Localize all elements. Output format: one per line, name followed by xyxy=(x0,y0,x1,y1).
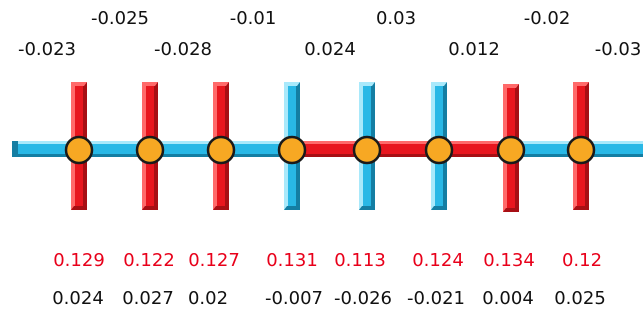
junction-node xyxy=(566,135,596,165)
spine-shadow xyxy=(292,153,368,157)
spine-band xyxy=(367,144,440,154)
top-label: -0.02 xyxy=(523,8,571,29)
spine-shadow xyxy=(581,153,643,157)
top-label: -0.028 xyxy=(153,39,213,60)
crossbar-cap-bottom xyxy=(503,208,519,212)
crossbar-cap-bottom xyxy=(359,206,375,210)
black-value-label: 0.02 xyxy=(187,288,229,309)
spine-shadow xyxy=(439,153,512,157)
red-value-label: 0.129 xyxy=(53,250,105,271)
spine-band xyxy=(292,144,368,154)
spine-band xyxy=(150,144,222,154)
black-value-label: -0.007 xyxy=(264,288,324,309)
top-label: 0.024 xyxy=(304,39,356,60)
spine-highlight xyxy=(439,141,512,145)
junction-node xyxy=(496,135,526,165)
red-value-label: 0.113 xyxy=(334,250,386,271)
top-label: -0.023 xyxy=(17,39,77,60)
black-value-label: 0.004 xyxy=(482,288,534,309)
spine-end xyxy=(12,141,18,157)
junction-node xyxy=(352,135,382,165)
spine-shadow xyxy=(12,153,80,157)
spine-band xyxy=(79,144,151,154)
crossbar-cap-bottom xyxy=(431,206,447,210)
spine-highlight xyxy=(221,141,293,145)
crossbar-cap-bottom xyxy=(213,206,229,210)
spine-highlight xyxy=(150,141,222,145)
junction-node xyxy=(64,135,94,165)
spine-highlight xyxy=(367,141,440,145)
crossbar-cap-top xyxy=(142,82,158,86)
spine-shadow xyxy=(221,153,293,157)
black-value-label: 0.025 xyxy=(554,288,606,309)
crossbar-cap-bottom xyxy=(142,206,158,210)
top-label: 0.03 xyxy=(375,8,417,29)
spine-highlight xyxy=(292,141,368,145)
crossbar-cap-top xyxy=(431,82,447,86)
junction-node xyxy=(424,135,454,165)
crossbar-cap-bottom xyxy=(573,206,589,210)
crossbar-cap-top xyxy=(71,82,87,86)
top-label: -0.025 xyxy=(90,8,150,29)
crossbar-cap-bottom xyxy=(284,206,300,210)
junction-node xyxy=(206,135,236,165)
spine-shadow xyxy=(511,153,582,157)
crossbar-cap-bottom xyxy=(71,206,87,210)
top-label: 0.012 xyxy=(448,39,500,60)
spine-shadow xyxy=(79,153,151,157)
spine-highlight xyxy=(79,141,151,145)
spine-shadow xyxy=(367,153,440,157)
crossbar-cap-top xyxy=(213,82,229,86)
spine-highlight xyxy=(12,141,80,145)
crossbar-cap-top xyxy=(573,82,589,86)
spine-band xyxy=(511,144,582,154)
black-value-label: -0.026 xyxy=(333,288,393,309)
black-value-label: 0.027 xyxy=(122,288,174,309)
spine-band xyxy=(581,144,643,154)
top-label: -0.03 xyxy=(594,39,642,60)
spine-band xyxy=(18,144,80,154)
spine-highlight xyxy=(581,141,643,145)
red-value-label: 0.127 xyxy=(188,250,240,271)
spine-band xyxy=(221,144,293,154)
red-value-label: 0.12 xyxy=(561,250,603,271)
red-value-label: 0.122 xyxy=(123,250,175,271)
spine-shadow xyxy=(150,153,222,157)
red-value-label: 0.134 xyxy=(483,250,535,271)
junction-node xyxy=(277,135,307,165)
red-value-label: 0.124 xyxy=(412,250,464,271)
crossbar-cap-top xyxy=(359,82,375,86)
spine-highlight xyxy=(511,141,582,145)
spine-band xyxy=(439,144,512,154)
top-label: -0.01 xyxy=(229,8,277,29)
black-value-label: 0.024 xyxy=(52,288,104,309)
junction-node xyxy=(135,135,165,165)
red-value-label: 0.131 xyxy=(266,250,318,271)
black-value-label: -0.021 xyxy=(406,288,466,309)
crossbar-cap-top xyxy=(284,82,300,86)
crossbar-cap-top xyxy=(503,84,519,88)
